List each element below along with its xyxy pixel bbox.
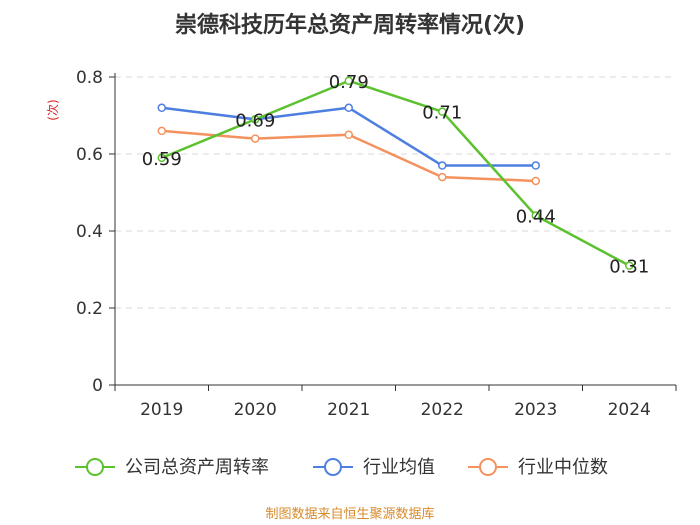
axes: 0 0.2 0.4 0.6 0.8 2019 2020 2021 2022 2023 2024 [76,68,677,420]
series-point-0 [625,261,634,270]
series-point-2 [251,134,260,143]
y-axis-label: (次) [46,99,60,120]
series-point-2 [438,172,447,182]
data-label-2024: 0.31 [609,257,649,278]
series-point-1 [344,103,353,113]
series-point-0 [157,153,166,163]
x-tick-label-2023: 2023 [514,400,557,420]
legend-item-2: 行业中位数 [468,457,608,478]
x-tick-label-2021: 2021 [327,400,370,420]
data-label-2021: 0.79 [329,72,369,93]
series-point-1 [157,103,166,113]
legend-label: 行业中位数 [518,457,608,478]
legend-label: 行业均值 [363,457,435,478]
data-labels: 0.59 0.69 0.79 0.71 0.44 0.31 [142,72,650,278]
series-point-1 [531,161,540,170]
data-label-2023: 0.44 [516,207,556,228]
legend-item-1: 行业均值 [313,457,435,478]
x-tick-label-2020: 2020 [234,400,277,420]
series-point-0 [251,115,260,124]
data-label-2022: 0.71 [422,103,462,124]
series-layer [157,76,634,270]
grid-lines [115,76,676,309]
data-label-2020: 0.69 [235,110,275,131]
x-tick-label-2022: 2022 [421,400,464,420]
series-point-2 [157,126,166,136]
y-tick-label: 0.2 [76,299,103,319]
x-tick-label-2024: 2024 [608,400,651,420]
data-label-2019: 0.59 [142,149,182,170]
series-line-0 [161,79,630,267]
legend-marker [86,458,104,476]
y-tick-label: 0 [92,376,103,396]
series-point-0 [344,76,353,86]
source-note: 制图数据来自恒生聚源数据库 [265,506,434,522]
legend-marker [324,458,342,476]
y-tick-label: 0.8 [76,68,103,88]
legend-label: 公司总资产周转率 [125,457,269,478]
series-point-2 [531,176,540,186]
legend-item-0: 公司总资产周转率 [75,457,269,478]
y-tick-label: 0.6 [76,145,103,165]
series-point-2 [344,130,353,139]
legend: 公司总资产周转率 行业均值 行业中位数 [75,457,608,478]
series-point-1 [438,161,447,170]
series-point-0 [438,107,447,116]
y-tick-label: 0.4 [76,222,103,242]
chart-title: 崇德科技历年总资产周转率情况(次) [175,12,525,38]
series-point-0 [531,211,540,220]
x-tick-label-2019: 2019 [140,400,183,420]
legend-marker [479,458,497,476]
